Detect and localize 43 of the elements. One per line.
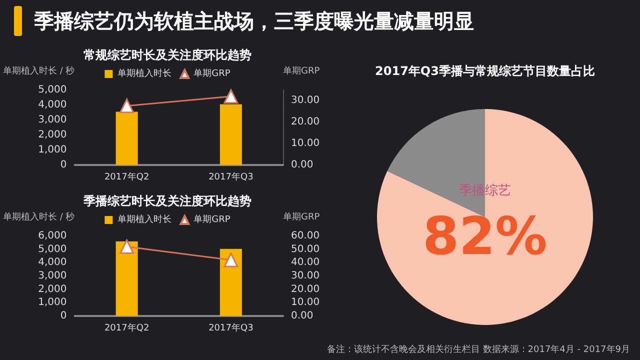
x-tick-label: 2017年Q3 (208, 322, 254, 334)
y2-tick-label: 20.00 (291, 116, 320, 128)
y-tick-label: 2,000 (38, 284, 67, 295)
x-tick-label: 2017年Q3 (208, 172, 254, 182)
legend-label: 单期植入时长 (118, 214, 172, 225)
y-tick-label: 0 (60, 160, 67, 170)
y-tick-label: 0 (60, 310, 67, 322)
y2-tick-label: 30.00 (291, 270, 320, 282)
y2-tick-label: 60.00 (291, 230, 320, 242)
y-tick-label: 2,000 (38, 130, 67, 140)
text: 备注：该统计不含晚会及相关衍生栏目 数据来源：2017年4月 - 2017年9月 (326, 344, 630, 356)
y-tick-label: 5,000 (38, 84, 67, 96)
y-tick-label: 4,000 (38, 100, 67, 110)
y-axis-title: 单期植入时长 / 秒 (2, 66, 75, 76)
data-label: 82% (422, 207, 548, 267)
x-tick-label: 2017年Q2 (104, 172, 150, 182)
y2-tick-label: 40.00 (291, 257, 320, 268)
y2-axis-title: 单期GRP (283, 212, 320, 222)
y-tick-label: 4,000 (38, 257, 67, 268)
y2-tick-label: 10.00 (291, 297, 320, 308)
legend-label: 单期植入时长 (118, 68, 172, 79)
y-tick-label: 1,000 (38, 297, 67, 308)
y2-axis-title: 单期GRP (283, 66, 320, 76)
y-tick-label: 5,000 (38, 244, 67, 255)
y-tick-label: 1,000 (38, 144, 67, 156)
y2-tick-label: 0.00 (291, 160, 314, 170)
y-tick-label: 6,000 (38, 230, 67, 242)
chart-title: 季播综艺时长及关注度环比趋势 (82, 194, 252, 208)
text: 季播综艺仍为软植主战场，三季度曝光量减量明显 (34, 8, 474, 34)
legend-label: 单期GRP (194, 214, 231, 225)
y-tick-label: 3,000 (38, 114, 67, 126)
y2-tick-label: 20.00 (291, 284, 320, 295)
y2-tick-label: 30.00 (291, 95, 320, 106)
y2-tick-label: 50.00 (291, 244, 320, 255)
slice-label: 季播综艺 (459, 184, 511, 198)
y-axis-title: 单期植入时长 / 秒 (2, 212, 75, 222)
chart-title: 2017年Q3季播与常规综艺节目数量占比 (375, 64, 595, 78)
y-tick-label: 3,000 (38, 270, 67, 282)
x-tick-label: 2017年Q2 (104, 322, 150, 334)
chart-title: 常规综艺时长及关注度环比趋势 (84, 48, 252, 62)
y2-tick-label: 10.00 (291, 138, 320, 150)
legend-label: 单期GRP (194, 68, 231, 79)
y2-tick-label: 0.00 (291, 310, 314, 322)
